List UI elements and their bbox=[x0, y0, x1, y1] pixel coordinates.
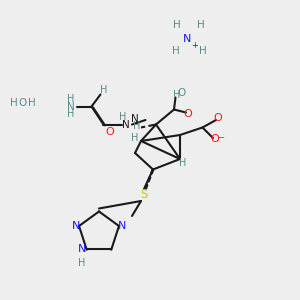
Text: N: N bbox=[183, 34, 192, 44]
Text: H: H bbox=[79, 258, 86, 268]
Text: H: H bbox=[197, 20, 205, 31]
Text: N: N bbox=[78, 244, 86, 254]
Text: S: S bbox=[140, 188, 148, 202]
Text: O: O bbox=[18, 98, 27, 109]
Text: H: H bbox=[131, 133, 139, 143]
Text: H: H bbox=[199, 46, 206, 56]
Text: H: H bbox=[67, 109, 74, 119]
Text: H: H bbox=[133, 121, 140, 131]
Text: H: H bbox=[173, 20, 181, 31]
Text: O: O bbox=[213, 113, 222, 124]
Text: −: − bbox=[217, 134, 224, 142]
Text: O: O bbox=[210, 134, 219, 145]
Text: H: H bbox=[28, 98, 35, 109]
Text: O: O bbox=[177, 88, 186, 98]
Text: H: H bbox=[10, 98, 17, 109]
Text: H: H bbox=[179, 158, 187, 169]
Text: H: H bbox=[172, 46, 179, 56]
Text: H: H bbox=[67, 94, 74, 104]
Text: +: + bbox=[192, 40, 198, 50]
Text: O: O bbox=[105, 127, 114, 137]
Text: N: N bbox=[131, 113, 139, 124]
Text: O: O bbox=[183, 109, 192, 119]
Text: N: N bbox=[118, 221, 126, 231]
Text: H: H bbox=[100, 85, 107, 95]
Text: N: N bbox=[72, 221, 80, 231]
Text: N: N bbox=[67, 101, 74, 112]
Text: H: H bbox=[119, 112, 127, 122]
Text: H: H bbox=[173, 89, 181, 100]
Text: N: N bbox=[122, 119, 130, 130]
